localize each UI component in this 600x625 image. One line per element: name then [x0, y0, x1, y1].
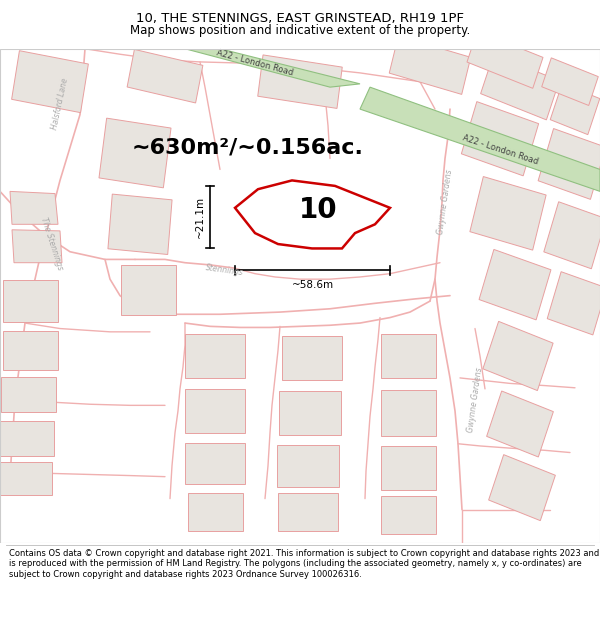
Polygon shape — [481, 54, 559, 120]
Text: A22 - London Road: A22 - London Road — [215, 48, 295, 78]
Polygon shape — [187, 492, 242, 531]
Polygon shape — [380, 446, 436, 490]
Text: The Stennings: The Stennings — [39, 217, 65, 271]
Polygon shape — [2, 331, 58, 369]
Polygon shape — [467, 31, 543, 88]
Polygon shape — [258, 55, 342, 108]
Polygon shape — [547, 272, 600, 335]
Polygon shape — [12, 230, 62, 262]
Polygon shape — [185, 334, 245, 378]
Text: ~21.1m: ~21.1m — [195, 196, 205, 238]
Polygon shape — [538, 129, 600, 199]
Polygon shape — [99, 118, 171, 188]
Polygon shape — [461, 102, 539, 176]
Polygon shape — [380, 390, 436, 436]
Polygon shape — [0, 421, 53, 456]
Text: Gwynne Gardens: Gwynne Gardens — [436, 169, 454, 236]
Polygon shape — [389, 36, 471, 94]
Polygon shape — [542, 58, 598, 106]
Text: Contains OS data © Crown copyright and database right 2021. This information is : Contains OS data © Crown copyright and d… — [9, 549, 599, 579]
Polygon shape — [121, 266, 176, 315]
Polygon shape — [0, 462, 52, 496]
Text: Stennings: Stennings — [205, 263, 245, 278]
Polygon shape — [108, 194, 172, 254]
Polygon shape — [185, 49, 360, 87]
Polygon shape — [282, 336, 342, 380]
Polygon shape — [470, 176, 546, 250]
Polygon shape — [11, 51, 88, 112]
Text: ~630m²/~0.156ac.: ~630m²/~0.156ac. — [132, 138, 364, 158]
Polygon shape — [2, 280, 58, 322]
Text: A22 - London Road: A22 - London Road — [461, 133, 539, 166]
Text: 10: 10 — [299, 196, 337, 224]
Polygon shape — [550, 84, 600, 134]
Polygon shape — [360, 87, 600, 191]
Polygon shape — [185, 389, 245, 432]
Polygon shape — [235, 181, 390, 249]
Polygon shape — [479, 249, 551, 320]
Polygon shape — [279, 391, 341, 435]
Text: ~58.6m: ~58.6m — [292, 279, 334, 289]
Polygon shape — [10, 191, 58, 224]
Text: Halsford Lane: Halsford Lane — [50, 77, 70, 130]
Polygon shape — [277, 445, 339, 486]
Polygon shape — [1, 377, 56, 412]
Polygon shape — [380, 496, 436, 534]
Polygon shape — [380, 334, 436, 378]
Polygon shape — [488, 454, 556, 521]
Polygon shape — [487, 391, 553, 457]
Polygon shape — [483, 321, 553, 391]
Polygon shape — [185, 442, 245, 484]
Text: Map shows position and indicative extent of the property.: Map shows position and indicative extent… — [130, 24, 470, 36]
Text: 10, THE STENNINGS, EAST GRINSTEAD, RH19 1PF: 10, THE STENNINGS, EAST GRINSTEAD, RH19 … — [136, 12, 464, 25]
Polygon shape — [278, 492, 338, 531]
Polygon shape — [544, 202, 600, 269]
Text: Gwynne Gardens: Gwynne Gardens — [466, 367, 484, 433]
Polygon shape — [127, 49, 203, 103]
